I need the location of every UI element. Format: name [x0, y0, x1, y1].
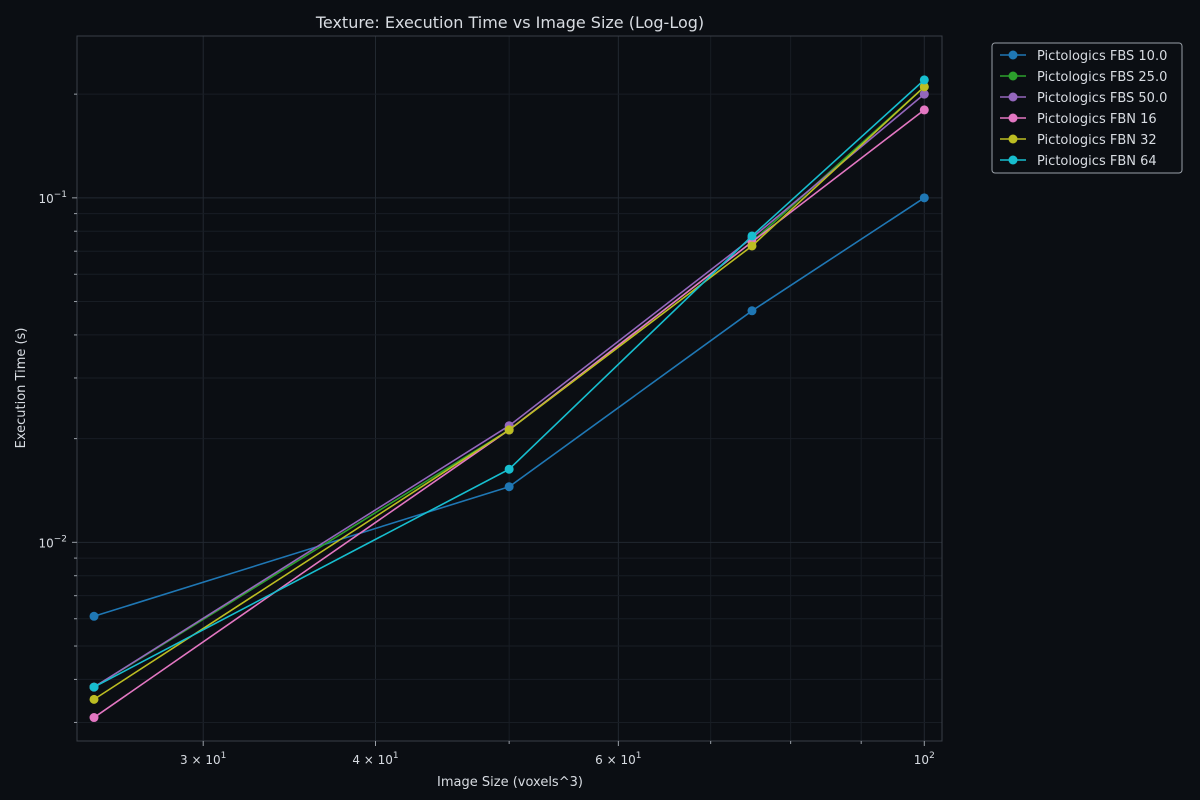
legend-box [991, 42, 1183, 174]
series-6 [89, 75, 929, 692]
legend-marker [1008, 134, 1018, 144]
legend-marker [1008, 113, 1018, 123]
data-point [89, 682, 99, 692]
x-tick-label: 6 × 101 [595, 751, 641, 767]
legend-label: Pictologics FBN 64 [1037, 154, 1157, 169]
legend-label: Pictologics FBS 10.0 [1037, 49, 1167, 64]
y-axis-label: Execution Time (s) [14, 328, 29, 449]
x-tick-label: 4 × 101 [352, 751, 398, 767]
series-line [93, 79, 925, 688]
x-tick-label: 3 × 101 [180, 751, 226, 767]
data-point [504, 482, 514, 492]
data-point [747, 306, 757, 316]
series-5 [89, 82, 929, 704]
grid-lines [77, 36, 942, 741]
legend-label: Pictologics FBN 32 [1037, 133, 1157, 148]
series-line [93, 86, 925, 701]
data-point [919, 193, 929, 203]
legend-item: Pictologics FBN 32 [1000, 133, 1157, 148]
series-line [93, 197, 925, 618]
series-lines [89, 75, 929, 723]
legend-item: Pictologics FBS 10.0 [1000, 49, 1167, 64]
legend-item: Pictologics FBS 25.0 [1000, 70, 1167, 85]
legend-item: Pictologics FBN 16 [1000, 112, 1157, 127]
chart-title: Texture: Execution Time vs Image Size (L… [315, 13, 704, 32]
legend-marker [1008, 50, 1018, 60]
legend-label: Pictologics FBS 50.0 [1037, 91, 1167, 106]
data-point [919, 89, 929, 99]
series-1 [89, 193, 929, 621]
legend-marker [1008, 92, 1018, 102]
data-point [504, 425, 514, 435]
data-point [747, 231, 757, 241]
legend: Pictologics FBS 10.0 Pictologics FBS 25.0… [991, 42, 1183, 174]
y-tick-label: 10−1 [38, 190, 67, 206]
legend-label: Pictologics FBS 25.0 [1037, 70, 1167, 85]
legend-item: Pictologics FBN 64 [1000, 154, 1157, 169]
data-point [919, 75, 929, 85]
data-point [89, 611, 99, 621]
data-point [89, 713, 99, 723]
y-tick-label: 10−2 [38, 534, 67, 550]
data-point [504, 464, 514, 474]
x-tick-label: 102 [914, 751, 935, 767]
legend-label: Pictologics FBN 16 [1037, 112, 1157, 127]
legend-marker [1008, 71, 1018, 81]
series-line [93, 109, 925, 719]
x-axis-label: Image Size (voxels^3) [437, 775, 583, 790]
data-point [747, 241, 757, 251]
legend-item: Pictologics FBS 50.0 [1000, 91, 1167, 106]
data-point [919, 105, 929, 115]
axis-ticks: 3 × 101 4 × 101 6 × 101 102 10−2 10−1 [38, 93, 935, 767]
data-point [89, 694, 99, 704]
legend-marker [1008, 155, 1018, 165]
data-point [919, 82, 929, 92]
